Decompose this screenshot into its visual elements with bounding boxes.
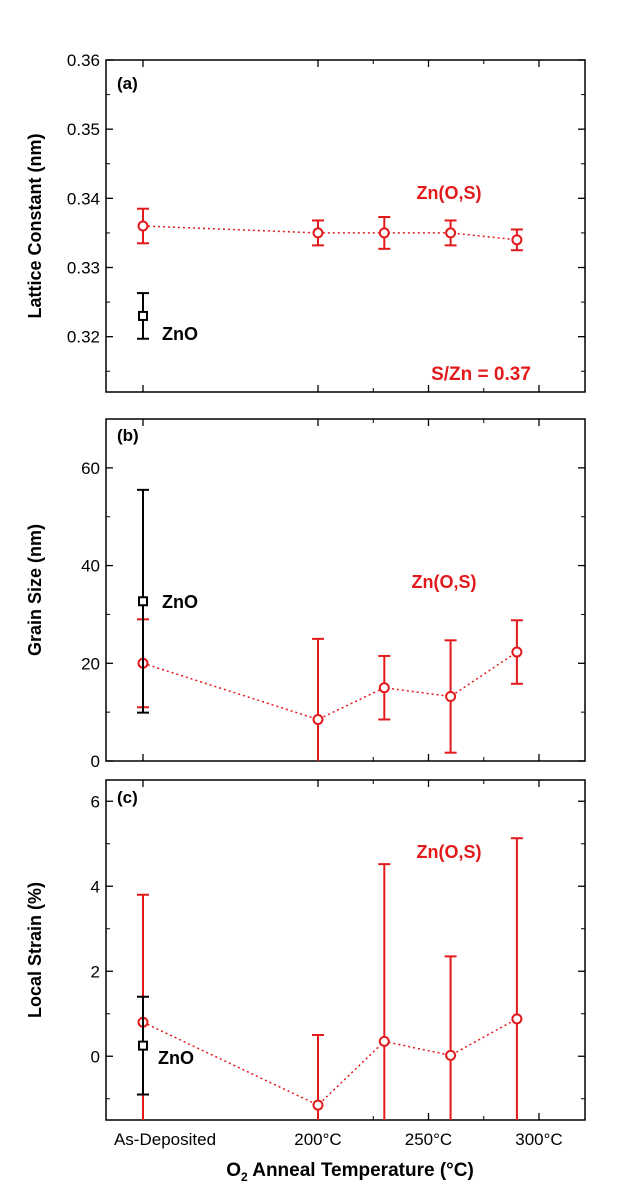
panel-c-zns-series-label: Zn(O,S) [417,842,482,862]
panel-c-series-line [142,1018,518,1107]
panel-b: (b) Grain Size (nm) Zn(O,S) ZnO 0 20 40 60 [25,418,586,771]
panel-b-marks [137,488,523,761]
panel-c-zno-series-label: ZnO [158,1048,194,1068]
panel-c-y-tick-label: 0 [91,1047,100,1066]
panel-c-y-tick-label: 2 [91,962,100,981]
panel-b-zns-series-label: Zn(O,S) [412,572,477,592]
panel-b-zns-point [378,682,390,694]
x-axis-label: O2 Anneal Temperature (°C) [226,1160,474,1184]
panel-c-zns-point [445,1049,457,1061]
panel-a-label: (a) [117,74,138,93]
panel-c-y-axis-label: Local Strain (%) [25,882,45,1018]
panel-b-y-axis-label: Grain Size (nm) [25,524,45,656]
panel-a-zns-point [137,220,149,232]
panel-b-label: (b) [117,426,139,445]
panel-a-y-tick-label: 0.35 [67,120,100,139]
panel-a-zno-series-label: ZnO [162,324,198,344]
panel-a-y-tick-label: 0.34 [67,189,100,208]
panel-c-zns-point [511,1013,523,1025]
panel-a-y-axis-label: Lattice Constant (nm) [25,133,45,318]
panel-a-y-tick-label: 0.36 [67,51,100,70]
panel-a-frame [105,59,586,393]
panel-c-zns-point [312,1099,324,1111]
panel-b-y-tick-label: 60 [81,459,100,478]
panel-a-y-tick-label: 0.33 [67,259,100,278]
x-tick-label: 200°C [294,1130,341,1149]
x-tick-label: 250°C [405,1130,452,1149]
panel-b-zns-point [445,691,457,703]
panel-b-y-tick-label: 20 [81,654,100,673]
panel-c-ticks: 0 2 4 6 [91,780,585,1120]
panel-c-frame [105,779,586,1121]
panel-c: (c) Local Strain (%) Zn(O,S) ZnO 0 2 4 6 [25,779,586,1121]
panel-b-y-tick-label: 40 [81,557,100,576]
panel-a-zns-point [312,227,324,239]
panel-a-series-line [142,225,517,241]
x-tick-label: 300°C [515,1130,562,1149]
panel-b-ticks: 0 20 40 60 [81,419,585,771]
panel-a-y-tick-label: 0.32 [67,328,100,347]
x-axis-ticks: As-Deposited 200°C 250°C 300°C [114,1130,563,1149]
panel-b-frame [105,418,586,762]
panel-a: (a) Lattice Constant (nm) Zn(O,S) ZnO S/… [25,51,586,393]
panel-a-zno-point [138,310,148,321]
panel-a-zns-series-label: Zn(O,S) [417,183,482,203]
panel-a-annotation-s-zn: S/Zn = 0.37 [431,364,531,385]
panel-c-label: (c) [117,788,138,807]
panel-b-zns-point [312,713,324,725]
panel-b-zns-point [511,646,523,658]
panel-c-marks [137,837,523,1120]
panel-b-zno-point [138,596,148,607]
panel-c-zno-point [138,1040,148,1051]
x-tick-label: As-Deposited [114,1130,216,1149]
panel-b-y-tick-label: 0 [91,752,100,771]
panel-a-marks [137,207,523,340]
panel-a-zns-point [445,227,457,239]
panel-a-zns-point [511,234,523,246]
panel-b-series-line [142,651,518,721]
panel-a-ticks: 0.32 0.33 0.34 0.35 0.36 [67,51,585,392]
panel-c-zns-point [378,1035,390,1047]
panel-a-zns-point [378,227,390,239]
panel-b-zno-series-label: ZnO [162,592,198,612]
panel-c-y-tick-label: 6 [91,792,100,811]
panel-c-y-tick-label: 4 [91,877,100,896]
